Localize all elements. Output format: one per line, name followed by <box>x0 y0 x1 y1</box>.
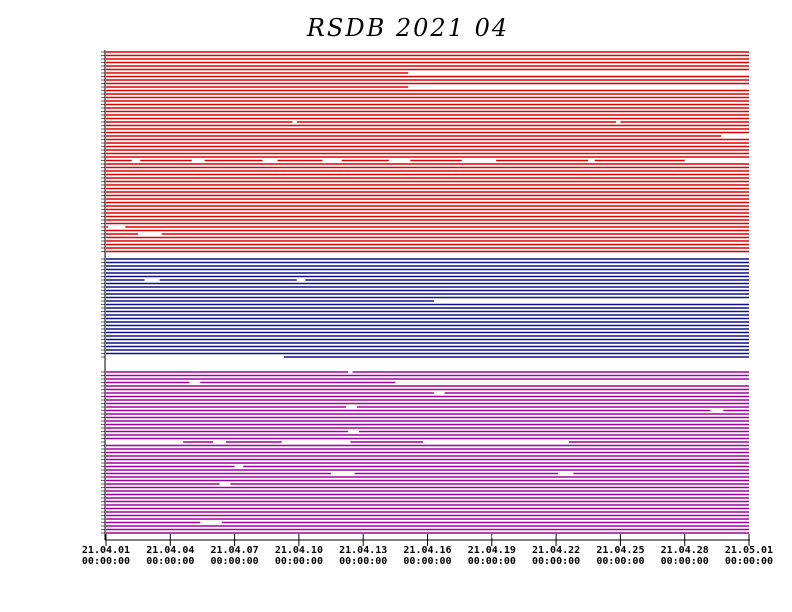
x-tick-label: 21.04.22 <box>532 545 580 556</box>
x-tick-label: 21.04.16 <box>403 545 451 556</box>
x-tick-label: 00:00:00 <box>339 556 387 567</box>
x-tick-label: 21.04.04 <box>146 545 194 556</box>
x-tick-label: 21.04.19 <box>468 545 516 556</box>
x-tick-label: 00:00:00 <box>403 556 451 567</box>
x-tick-label: 21.04.10 <box>275 545 323 556</box>
x-tick-label: 00:00:00 <box>275 556 323 567</box>
x-tick-label: 21.04.25 <box>596 545 644 556</box>
x-tick-label: 21.04.28 <box>661 545 709 556</box>
x-tick-label: 21.05.01 <box>725 545 773 556</box>
x-tick-label: 00:00:00 <box>596 556 644 567</box>
x-tick-label: 00:00:00 <box>725 556 773 567</box>
x-tick-label: 00:00:00 <box>661 556 709 567</box>
x-tick-label: 00:00:00 <box>532 556 580 567</box>
chart-title: RSDB 2021 04 <box>306 14 509 42</box>
x-tick-label: 00:00:00 <box>211 556 259 567</box>
x-tick-label: 21.04.01 <box>82 545 130 556</box>
x-tick-label: 21.04.07 <box>211 545 259 556</box>
x-tick-label: 00:00:00 <box>82 556 130 567</box>
x-tick-label: 21.04.13 <box>339 545 387 556</box>
x-tick-label: 00:00:00 <box>468 556 516 567</box>
x-tick-label: 00:00:00 <box>146 556 194 567</box>
